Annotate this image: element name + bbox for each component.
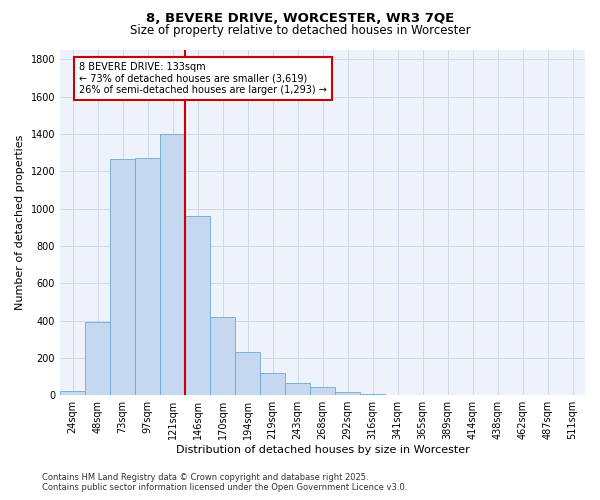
Text: Size of property relative to detached houses in Worcester: Size of property relative to detached ho… (130, 24, 470, 37)
Text: Contains HM Land Registry data © Crown copyright and database right 2025.
Contai: Contains HM Land Registry data © Crown c… (42, 473, 407, 492)
Y-axis label: Number of detached properties: Number of detached properties (15, 135, 25, 310)
Bar (110, 159, 135, 395)
Bar (310, 387, 335, 395)
Bar (260, 373, 285, 395)
Bar (160, 134, 185, 395)
Bar (335, 392, 360, 395)
Bar (60, 390, 85, 395)
Bar (360, 394, 385, 395)
Bar (135, 158, 160, 395)
Text: 8, BEVERE DRIVE, WORCESTER, WR3 7QE: 8, BEVERE DRIVE, WORCESTER, WR3 7QE (146, 12, 454, 26)
Bar (85, 322, 110, 395)
Text: 8 BEVERE DRIVE: 133sqm
← 73% of detached houses are smaller (3,619)
26% of semi-: 8 BEVERE DRIVE: 133sqm ← 73% of detached… (79, 62, 326, 96)
Bar (235, 352, 260, 395)
Bar (210, 317, 235, 395)
X-axis label: Distribution of detached houses by size in Worcester: Distribution of detached houses by size … (176, 445, 469, 455)
Bar (185, 216, 210, 395)
Bar (285, 383, 310, 395)
